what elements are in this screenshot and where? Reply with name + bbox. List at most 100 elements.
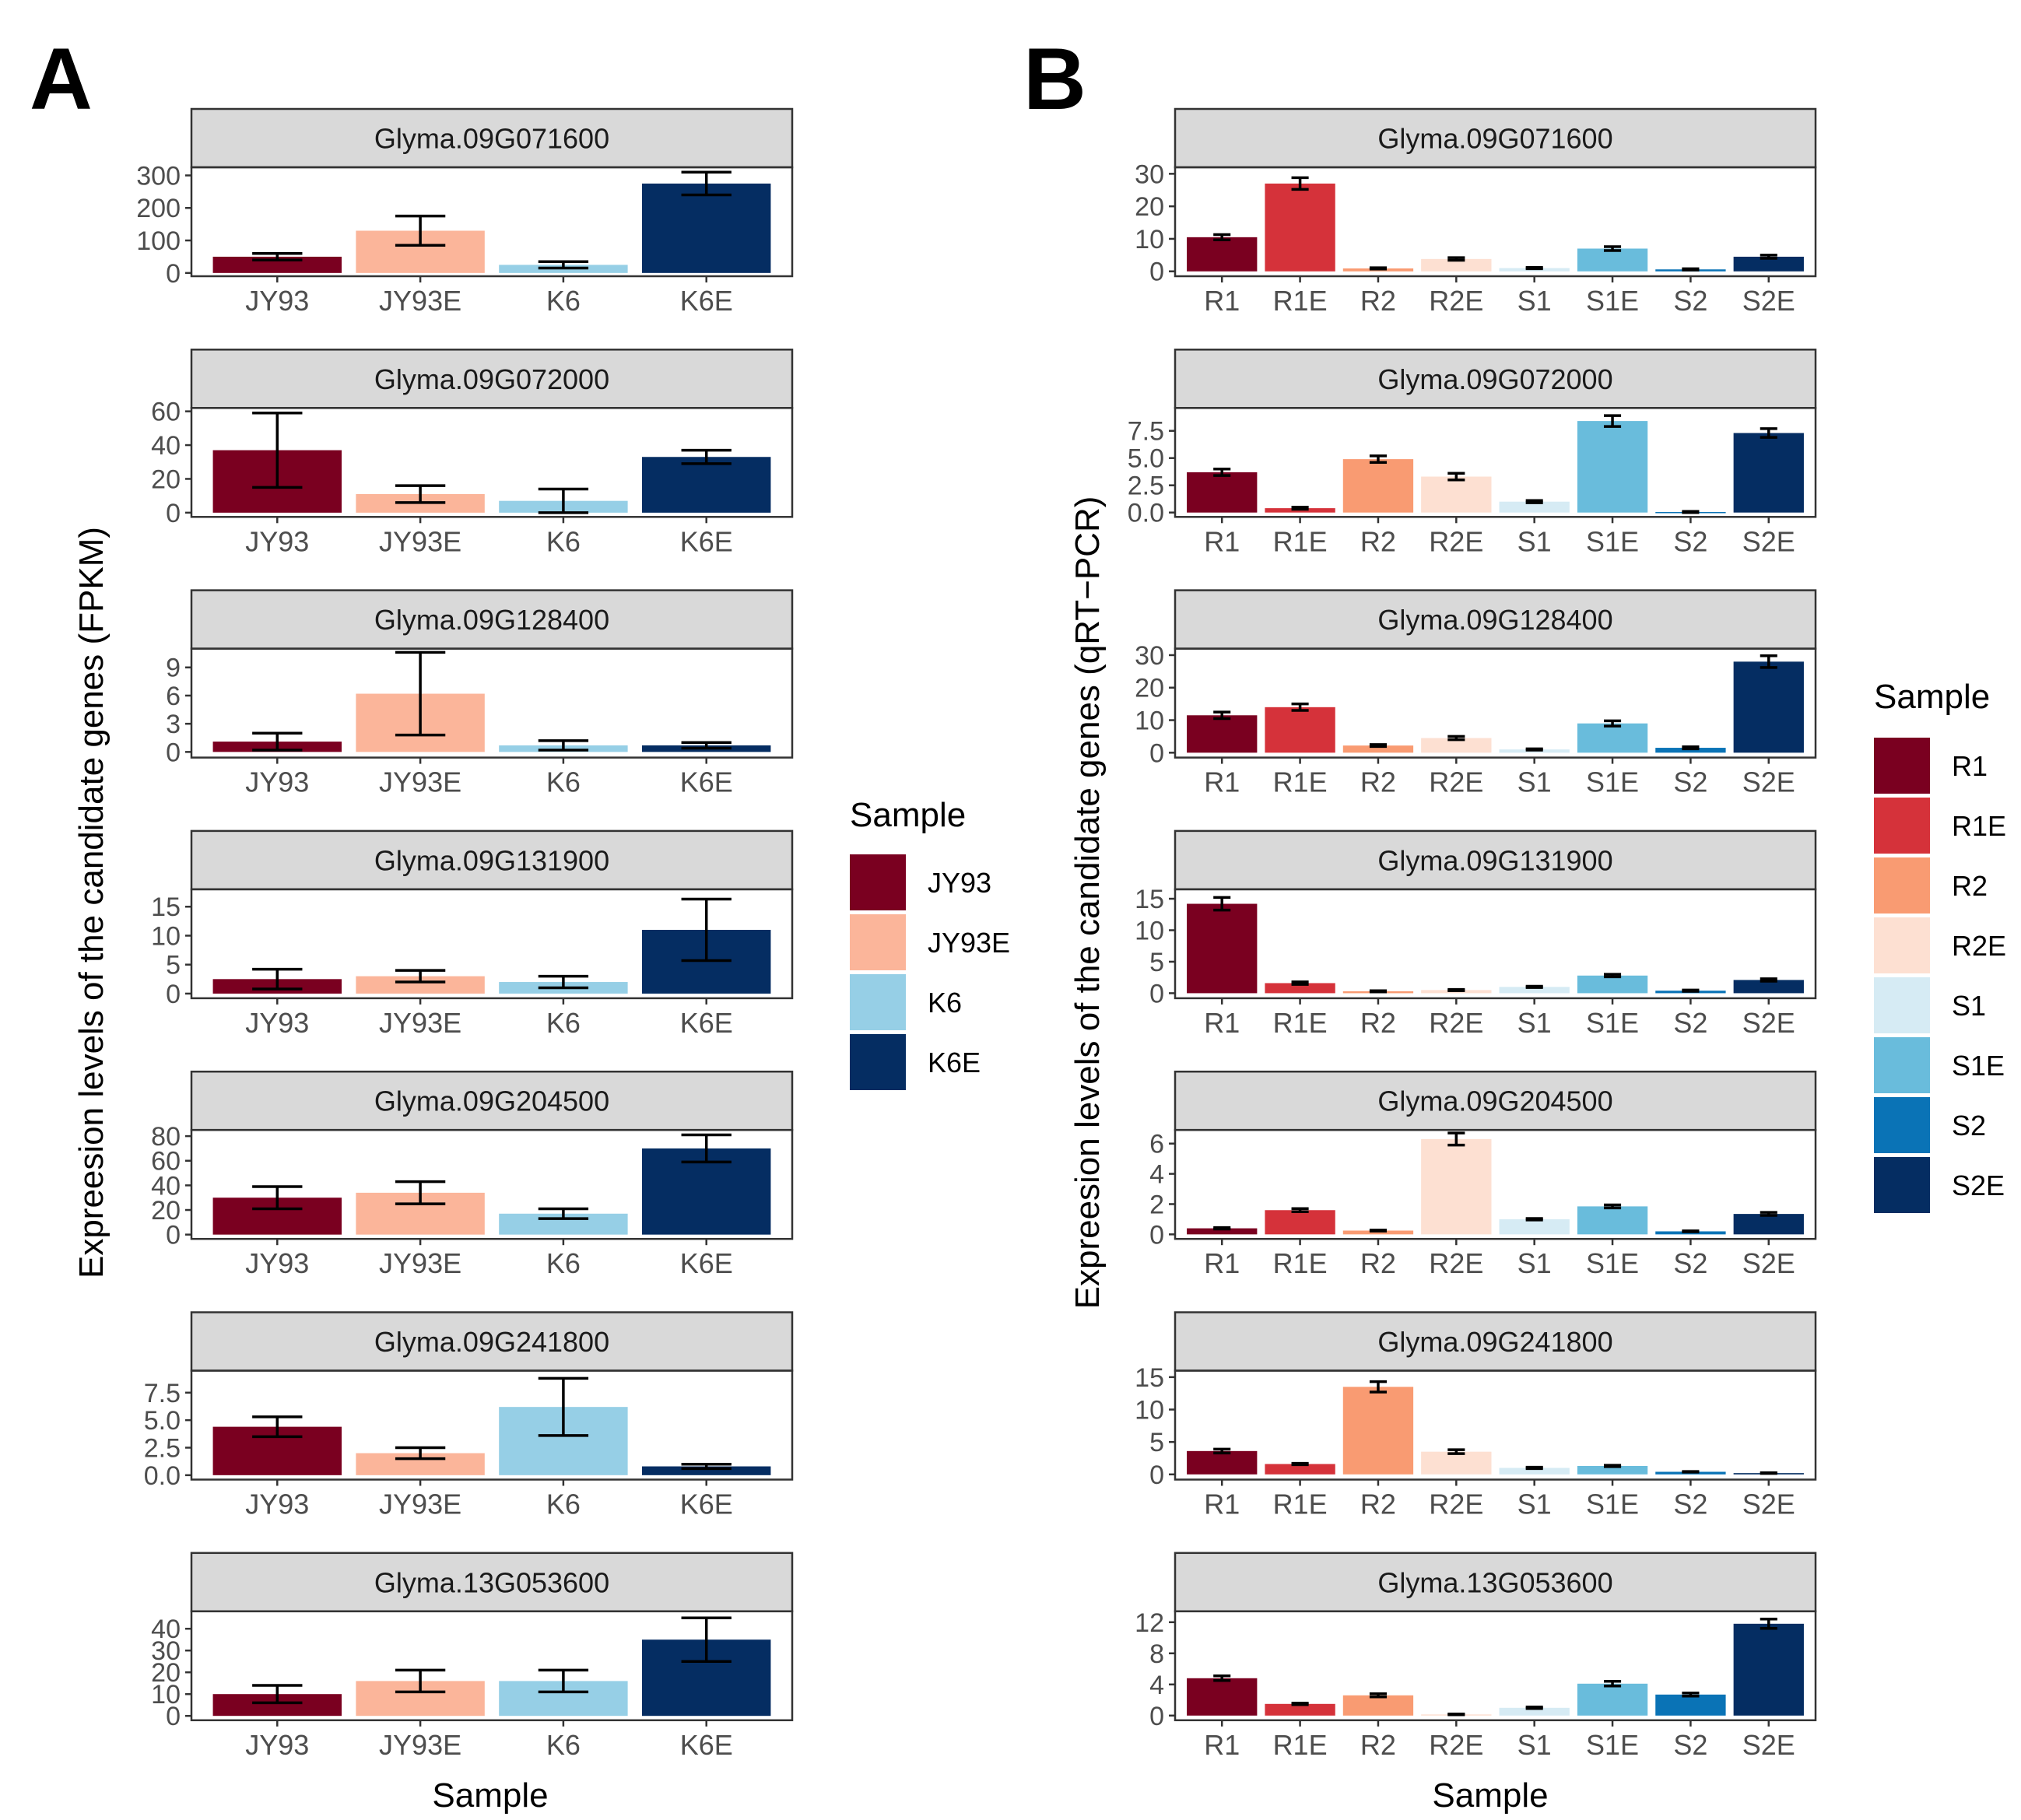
error-bar <box>1682 745 1700 751</box>
y-tick-label: 5 <box>166 951 181 980</box>
x-tick-label: R1 <box>1204 285 1240 317</box>
error-bar <box>1604 245 1622 252</box>
bar-s2e <box>1733 433 1804 513</box>
facet-a-1: Glyma.09G072000 JY93 JY93E K6 K6E 0 20 40 60 <box>151 349 794 557</box>
facet-strip <box>190 589 794 650</box>
y-tick-label: 0 <box>1149 979 1164 1008</box>
x-tick-label: JY93 <box>245 1007 309 1039</box>
legend-key <box>1874 738 1930 794</box>
error-bar <box>1291 980 1309 986</box>
error-bar <box>1682 267 1700 272</box>
facet-strip <box>1174 1552 1817 1613</box>
y-tick-label: 40 <box>151 1615 181 1644</box>
error-bar <box>681 741 732 750</box>
error-bar <box>1213 233 1231 241</box>
legend-item-s1: S1 <box>1874 977 1986 1033</box>
error-bar <box>1369 743 1387 749</box>
y-tick-label: 10 <box>1135 225 1164 254</box>
y-tick-label: 80 <box>151 1122 181 1152</box>
plot-border <box>1174 888 1817 1000</box>
facet-title: Glyma.09G241800 <box>1377 1326 1612 1358</box>
x-tick-label: S1E <box>1586 1489 1639 1520</box>
facet-title: Glyma.13G053600 <box>1377 1566 1612 1598</box>
error-bar <box>1760 977 1777 983</box>
panel-a-label: A <box>30 30 93 128</box>
x-tick-label: R1E <box>1273 1729 1328 1761</box>
x-tick-label: JY93 <box>245 1489 309 1520</box>
x-tick-label: R1 <box>1204 1247 1240 1279</box>
legend-key <box>850 854 906 910</box>
facet-strip <box>1174 1070 1817 1131</box>
x-tick-label: JY93E <box>379 766 461 798</box>
y-tick-label: 20 <box>151 1196 181 1226</box>
error-bar <box>1682 988 1700 993</box>
x-tick-label: JY93 <box>245 1729 309 1761</box>
facet-strip <box>1174 1311 1817 1372</box>
x-tick-label: JY93 <box>245 285 309 317</box>
plot-border <box>1174 647 1817 759</box>
bar-s2 <box>1655 748 1726 753</box>
legend-item-r1e: R1E <box>1874 798 2006 854</box>
bar-s2e <box>1733 256 1804 272</box>
legend-label: R2 <box>1952 870 1988 902</box>
bar-s1e <box>1577 723 1648 753</box>
x-tick-label: S1 <box>1518 1489 1552 1520</box>
legend-item-jy93: JY93 <box>850 854 991 910</box>
error-bar <box>1213 1447 1231 1455</box>
y-tick-label: 30 <box>151 1636 181 1666</box>
y-tick-label: 0 <box>1149 1461 1164 1490</box>
y-tick-label: 10 <box>151 921 181 951</box>
error-bar <box>538 260 589 270</box>
error-bar <box>538 1207 589 1220</box>
error-bar <box>395 969 446 984</box>
x-tick-label: K6 <box>546 1489 581 1520</box>
x-tick-label: S2E <box>1742 1247 1795 1279</box>
error-bar <box>1369 1380 1387 1394</box>
x-tick-label: R2E <box>1429 285 1483 317</box>
error-bar <box>252 731 303 752</box>
facet-title: Glyma.09G131900 <box>374 844 609 876</box>
y-tick-label: 200 <box>136 194 181 223</box>
facet-b-5: Glyma.09G241800 R1 R1E R2 R2E S1 S1E S2 S2E 0 5 10 1… <box>1135 1311 1817 1520</box>
y-tick-label: 0 <box>166 738 181 767</box>
y-tick-label: 6 <box>166 682 181 711</box>
error-bar <box>1291 505 1309 511</box>
facet-title: Glyma.09G241800 <box>374 1326 609 1358</box>
y-tick-label: 20 <box>1135 192 1164 222</box>
error-bar <box>1447 735 1465 742</box>
plot-border <box>190 1610 794 1722</box>
bar-s2e <box>1733 1214 1804 1235</box>
legend-title: Sample <box>850 796 966 834</box>
error-bar <box>681 1462 732 1471</box>
x-tick-label: JY93E <box>379 1729 461 1761</box>
y-tick-label: 0 <box>1149 738 1164 768</box>
facet-title: Glyma.09G128400 <box>374 604 609 636</box>
x-tick-label: R2E <box>1429 525 1483 557</box>
y-tick-label: 4 <box>1149 1160 1164 1190</box>
error-bar <box>1213 1226 1231 1231</box>
x-tick-label: S2 <box>1673 1007 1707 1039</box>
legend-item-r2e: R2E <box>1874 917 2006 973</box>
bar-r2 <box>1342 1387 1414 1475</box>
legend-label: JY93 <box>928 867 991 899</box>
x-tick-label: JY93E <box>379 525 461 557</box>
error-bar <box>395 1446 446 1461</box>
facet-title: Glyma.09G204500 <box>1377 1085 1612 1117</box>
error-bar <box>1447 256 1465 262</box>
error-bar <box>1760 1471 1777 1475</box>
bar-r1e <box>1265 183 1335 272</box>
bar-s1e <box>1577 421 1648 513</box>
error-bar <box>538 1376 589 1437</box>
legend-key <box>1874 977 1930 1033</box>
legend-item-k6e: K6E <box>850 1034 981 1090</box>
x-tick-label: R1E <box>1273 1489 1328 1520</box>
y-tick-label: 0 <box>166 1221 181 1250</box>
bar-r1e <box>1265 1703 1335 1716</box>
facet-strip <box>190 349 794 409</box>
legend-label: S1 <box>1952 990 1986 1022</box>
legend-key <box>850 974 906 1030</box>
x-tick-label: S2 <box>1673 1729 1707 1761</box>
y-tick-label: 0.0 <box>144 1461 181 1491</box>
x-tick-label: JY93E <box>379 285 461 317</box>
x-tick-label: S1E <box>1586 1247 1639 1279</box>
